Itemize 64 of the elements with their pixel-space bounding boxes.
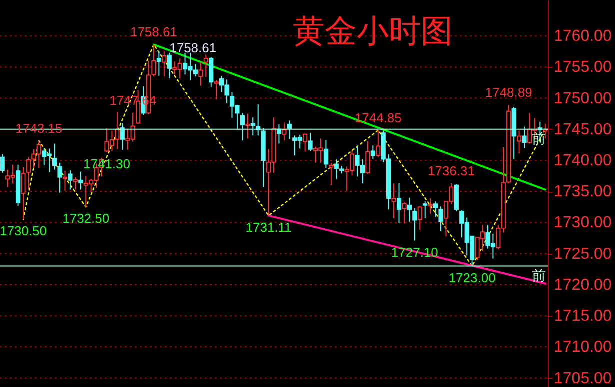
candlestick [214,80,219,100]
y-tick-label: 1740.00 [554,152,612,170]
annotation: 1758.61 [170,40,217,56]
candlestick [240,112,245,142]
candlestick [73,176,78,190]
y-tick-label: 1705.00 [554,370,612,387]
candlestick [58,162,62,194]
candlestick [246,113,250,140]
y-tick-label: 1730.00 [554,214,612,232]
candlestick [329,162,334,186]
candlestick [516,130,522,154]
candlestick [198,62,204,86]
candlestick [428,198,433,215]
y-tick-label: 1760.00 [554,28,612,46]
annotation: 1731.11 [246,220,292,235]
candlestick [376,130,381,158]
candlestick [62,170,68,192]
candlestick [209,56,214,88]
annotation: 1732.50 [62,211,110,226]
candlestick [396,183,402,224]
y-tick-label: 1710.00 [554,339,612,356]
candlestick [433,201,438,218]
y-tick-label: 1755.00 [554,59,612,76]
candlestick [250,117,256,136]
annotation: 1744.85 [354,110,402,126]
y-tick-label: 1735.00 [554,184,612,201]
candlestick [167,52,172,79]
candlestick [68,170,73,190]
candlestick [370,145,376,160]
candlestick [152,44,156,78]
candlestick [303,133,308,152]
y-tick-label: 1745.00 [554,121,612,138]
candlestick [21,166,26,220]
candlestick [78,171,84,190]
annotation: 1758.61 [130,24,178,40]
candlestick [392,183,396,219]
annotation: 1748.89 [485,85,532,100]
candlestick [156,50,162,76]
candlestick [438,206,444,232]
y-tick-label: 1715.00 [554,308,612,326]
ref-line-label: 前 [532,267,546,284]
candlestick [324,139,328,168]
y-tick-label: 1720.00 [554,276,612,294]
candlestick [282,122,287,142]
candlestick [287,120,292,140]
candlestick [412,208,418,242]
y-tick-label: 1725.00 [554,246,612,263]
y-tick-label: 1750.00 [554,90,612,108]
candlestick [0,154,5,174]
candlestick [366,140,370,175]
candlestick [308,132,313,152]
annotation: 1730.50 [0,224,47,239]
candlestick [522,126,527,149]
candlestick [407,197,412,223]
chart-title: 黄金小时图 [293,13,453,49]
candlestick [204,54,208,78]
annotation: 1736.31 [428,163,475,178]
candlestick [162,50,167,78]
candlestick [423,201,428,219]
candlestick [52,143,58,170]
candlestick [402,202,407,224]
candlestick [120,122,125,150]
annotation: 1723.00 [448,270,496,286]
candlestick [418,206,422,231]
